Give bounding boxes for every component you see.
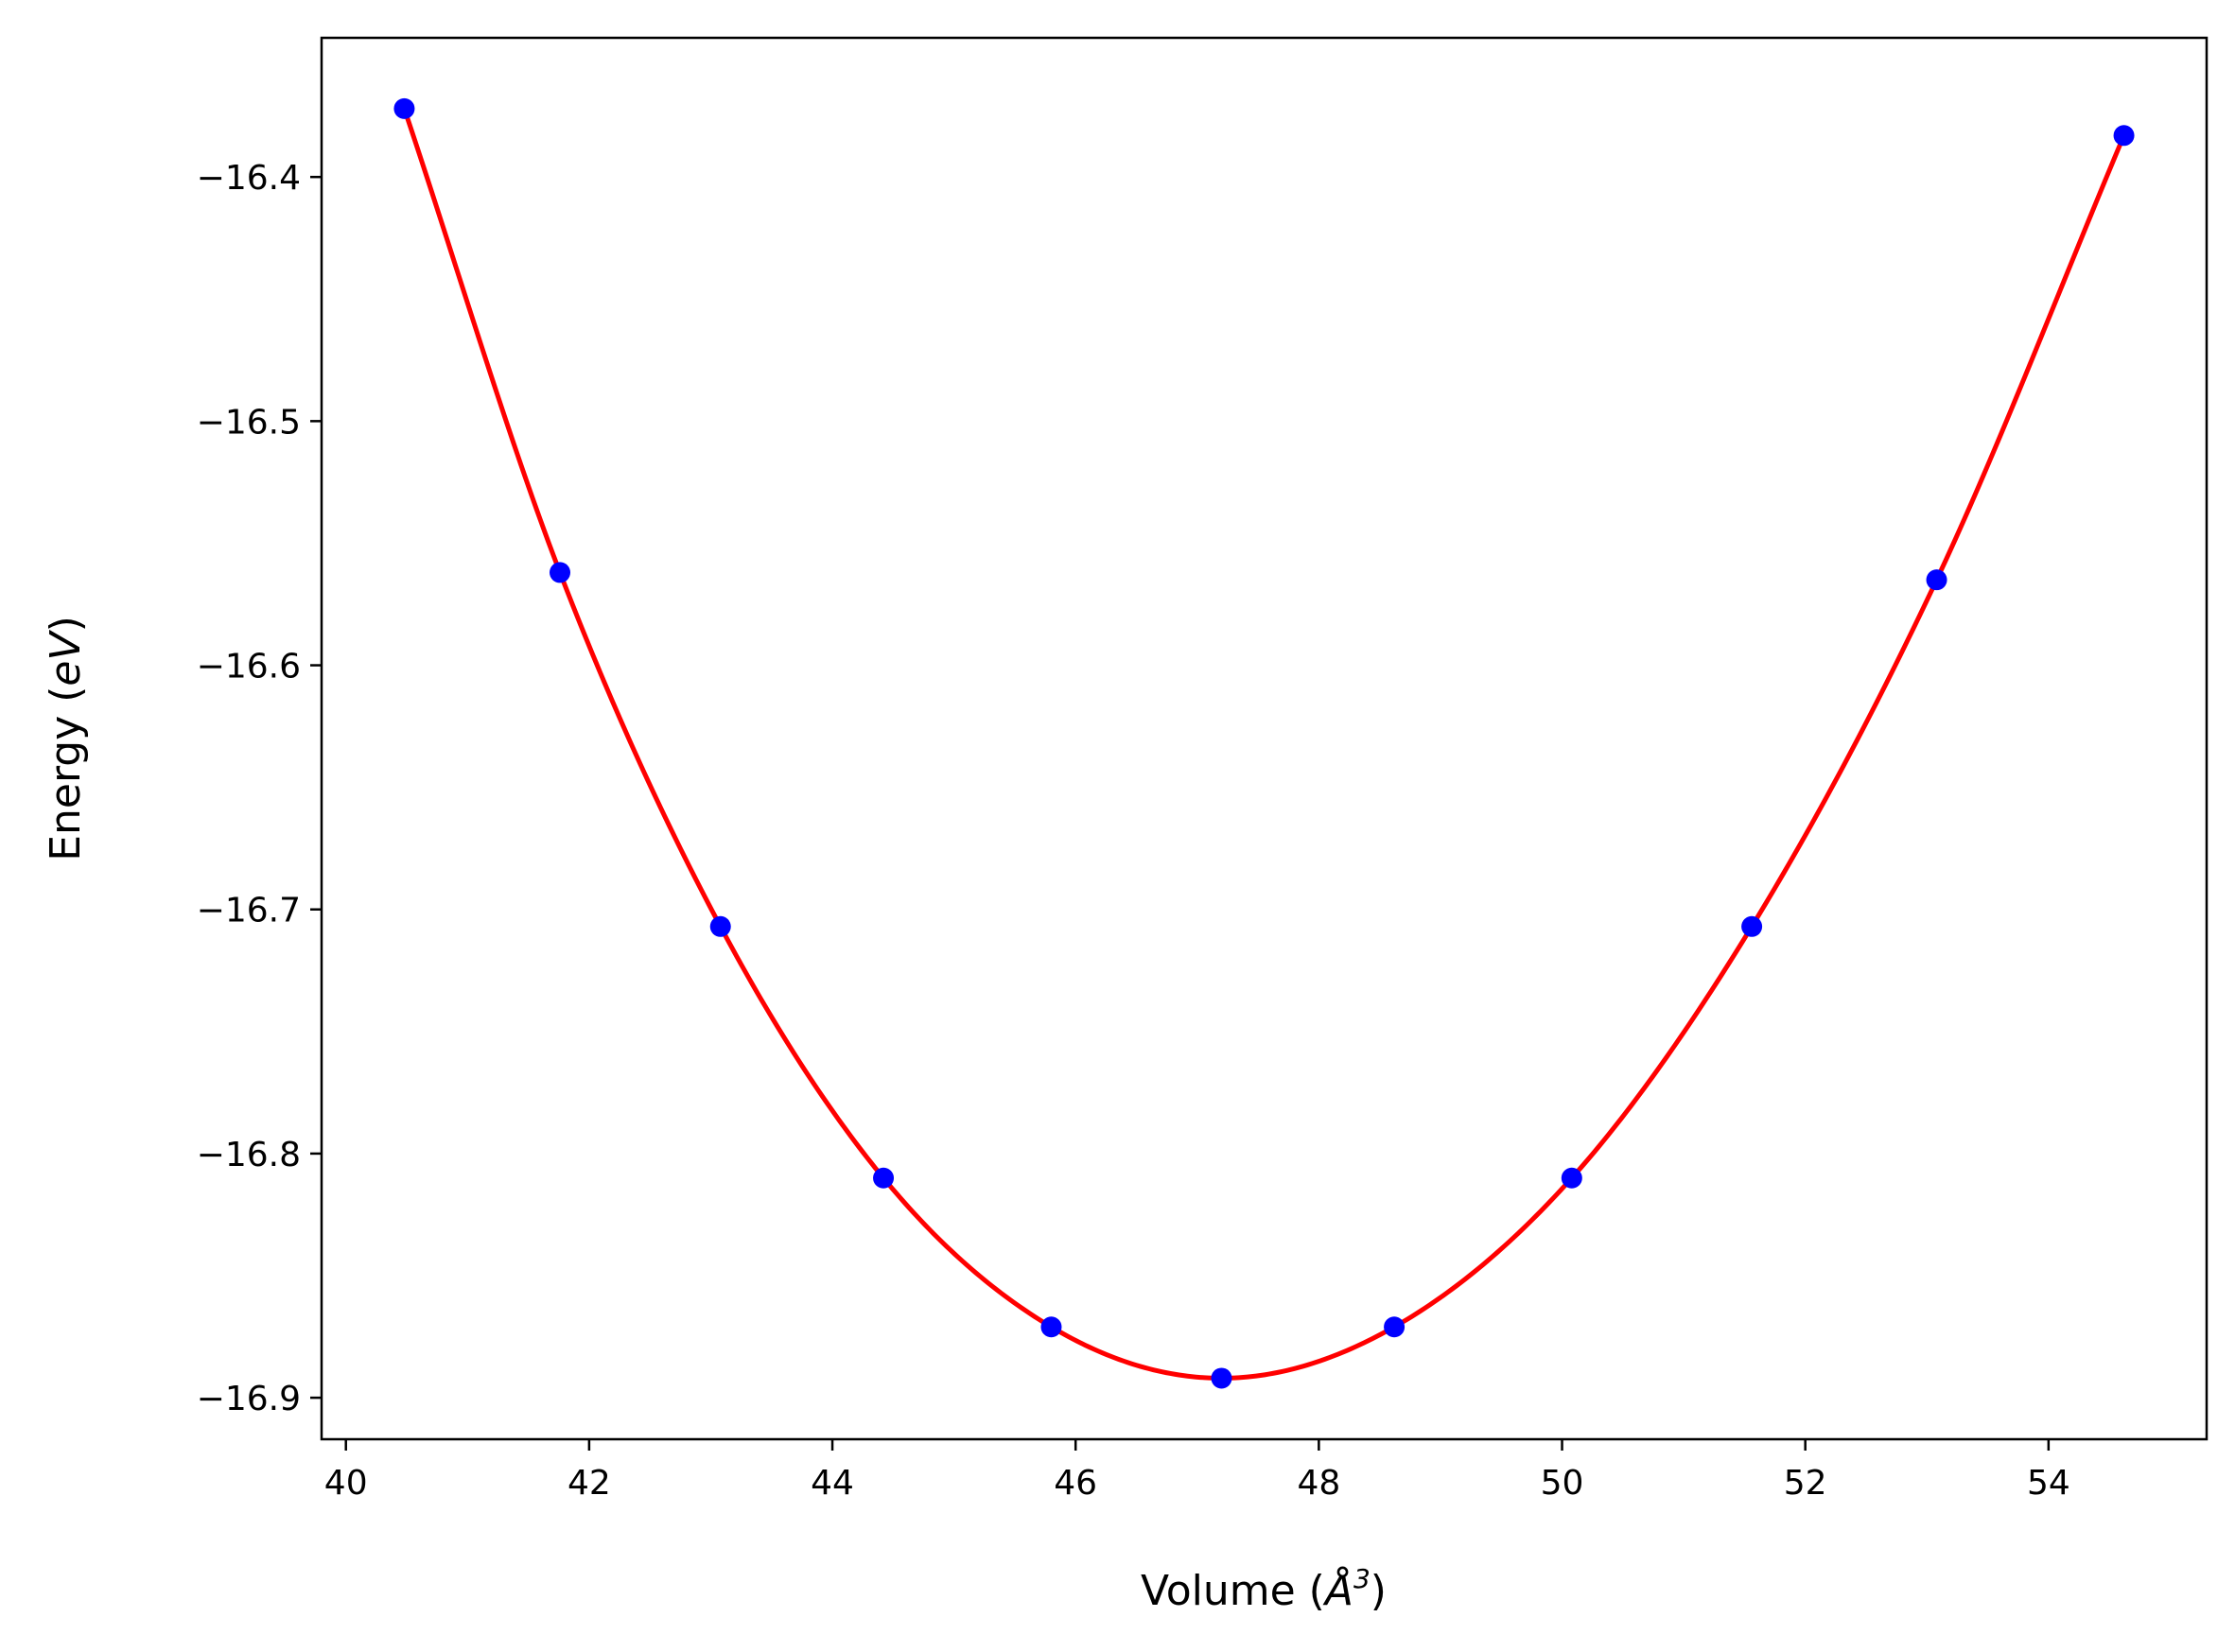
y-tick-label: −16.5	[197, 403, 301, 442]
x-tick-label: 48	[1297, 1464, 1340, 1503]
data-point	[2113, 125, 2135, 147]
x-tick-label: 50	[1541, 1464, 1584, 1503]
x-tick-label: 52	[1784, 1464, 1827, 1503]
data-point	[1926, 569, 1947, 591]
data-point	[873, 1167, 895, 1189]
data-point	[1384, 1316, 1406, 1338]
data-point	[1561, 1167, 1582, 1189]
y-tick-label: −16.4	[197, 159, 301, 198]
data-point	[1741, 915, 1763, 937]
data-point	[1211, 1367, 1232, 1389]
y-tick-label: −16.8	[197, 1136, 301, 1174]
y-axis-label: Energy (eV)	[42, 616, 90, 861]
axes-frame	[320, 36, 2209, 1441]
y-axis: −16.4 −16.5 −16.6 −16.7 −16.8 −16.9	[197, 159, 322, 1418]
data-point	[550, 562, 571, 583]
x-axis-label: Volume (Å3)	[1141, 1563, 1387, 1615]
x-tick-label: 40	[324, 1464, 368, 1503]
x-tick-label: 44	[811, 1464, 854, 1503]
x-tick-label: 42	[567, 1464, 611, 1503]
data-point	[393, 97, 415, 119]
x-tick-label: 54	[2027, 1464, 2070, 1503]
plot-area	[393, 97, 2135, 1389]
data-point	[709, 915, 731, 937]
y-tick-label: −16.9	[197, 1380, 301, 1418]
x-axis: 40 42 44 46 48 50 52 54	[324, 1439, 2070, 1503]
y-tick-label: −16.6	[197, 648, 301, 687]
y-tick-label: −16.7	[197, 892, 301, 930]
x-tick-label: 46	[1054, 1464, 1097, 1503]
data-point	[1040, 1316, 1062, 1338]
